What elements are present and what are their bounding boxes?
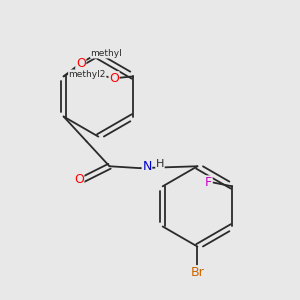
Text: O: O bbox=[109, 72, 119, 85]
Text: O: O bbox=[74, 173, 84, 186]
Text: F: F bbox=[205, 176, 212, 189]
Text: N: N bbox=[142, 160, 152, 173]
Text: O: O bbox=[76, 56, 86, 70]
Text: methyl2: methyl2 bbox=[69, 70, 106, 79]
Text: methyl: methyl bbox=[91, 49, 122, 58]
Text: Br: Br bbox=[190, 266, 204, 279]
Text: H: H bbox=[156, 159, 164, 169]
